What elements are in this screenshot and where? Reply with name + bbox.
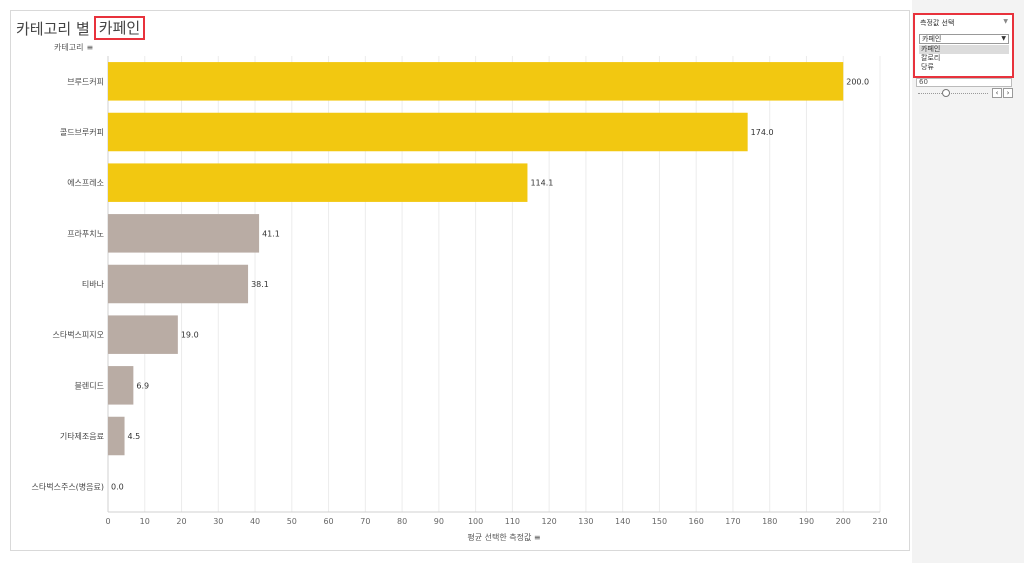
value-field-text: 60 — [919, 78, 928, 86]
x-tick-label: 210 — [872, 517, 887, 526]
category-label: 티바나 — [82, 279, 105, 289]
chevron-down-icon[interactable]: ▼ — [1001, 35, 1006, 42]
slider-thumb[interactable] — [942, 89, 950, 97]
bar — [108, 366, 134, 405]
measure-option[interactable]: 칼로리 — [921, 54, 941, 62]
title-prefix: 카테고리 별 — [16, 19, 90, 38]
data-label: 0.0 — [111, 483, 124, 492]
category-header[interactable]: 카테고리 ≡ — [54, 42, 93, 53]
category-label: 브루드커피 — [67, 77, 104, 86]
category-header-label: 카테고리 — [54, 43, 84, 52]
step-right-button[interactable]: › — [1003, 88, 1013, 98]
value-field[interactable]: 60 — [916, 78, 1012, 87]
data-label: 38.1 — [251, 280, 269, 289]
x-tick-label: 100 — [468, 517, 483, 526]
x-tick-label: 190 — [799, 517, 814, 526]
data-label: 6.9 — [136, 381, 149, 390]
slider-track[interactable] — [918, 93, 988, 94]
x-tick-label: 110 — [505, 517, 520, 526]
measure-select[interactable]: 카페인 ▼ — [919, 34, 1009, 44]
x-tick-label: 90 — [434, 517, 444, 526]
x-tick-label: 70 — [360, 517, 370, 526]
x-tick-label: 0 — [105, 517, 110, 526]
x-tick-label: 180 — [762, 517, 777, 526]
x-axis-title: 평균 선택한 측정값 ≡ — [467, 532, 540, 542]
data-label: 41.1 — [262, 229, 280, 238]
x-tick-label: 50 — [287, 517, 297, 526]
x-tick-label: 80 — [397, 517, 407, 526]
bar — [108, 214, 260, 253]
step-left-button[interactable]: ‹ — [992, 88, 1002, 98]
category-label: 스타벅스피지오 — [52, 330, 104, 340]
measure-options: 카페인 칼로리 당류 — [919, 45, 1009, 72]
x-tick-label: 20 — [176, 517, 186, 526]
x-tick-label: 10 — [140, 517, 150, 526]
bar-chart: 0 10 20 30 40 50 60 70 80 90 100 110 120 130 140 150 160… — [32, 56, 888, 542]
x-tick-label: 200 — [836, 517, 851, 526]
bar — [108, 315, 178, 354]
bar — [108, 62, 844, 101]
category-label: 콜드브루커피 — [60, 128, 104, 137]
bar — [108, 163, 528, 202]
x-tick-label: 170 — [725, 517, 740, 526]
chart-title: 카테고리 별 카페인 — [16, 16, 146, 40]
bar — [108, 264, 249, 304]
bar — [108, 112, 748, 152]
data-label: 174.0 — [751, 128, 774, 137]
category-label: 기타제조음료 — [60, 432, 104, 441]
x-tick-label: 130 — [578, 517, 593, 526]
secondary-control: 60 ‹ › — [916, 78, 1014, 104]
data-label: 19.0 — [181, 331, 199, 340]
measure-select-value: 카페인 — [922, 35, 942, 43]
x-tick-label: 40 — [250, 517, 260, 526]
category-label: 블렌디드 — [75, 380, 104, 390]
parameter-label: 측정값 선택 — [920, 19, 955, 27]
measure-option[interactable]: 당류 — [921, 63, 934, 71]
parameter-menu-icon[interactable]: ▼ — [1003, 18, 1008, 25]
x-tick-label: 150 — [652, 517, 667, 526]
category-label: 프라푸치노 — [67, 229, 104, 238]
parameter-control: 측정값 선택 ▼ 카페인 ▼ 카페인 칼로리 당류 — [913, 13, 1014, 78]
category-label: 스타벅스주스(병음료) — [32, 482, 104, 492]
data-label: 4.5 — [128, 432, 141, 441]
sort-icon[interactable]: ≡ — [86, 43, 94, 52]
x-tick-label: 160 — [689, 517, 704, 526]
x-tick-label: 140 — [615, 517, 630, 526]
measure-option[interactable]: 카페인 — [919, 45, 1009, 54]
category-label: 에스프레소 — [67, 179, 104, 188]
bar — [108, 416, 125, 456]
data-label: 200.0 — [846, 77, 869, 86]
x-tick-label: 60 — [323, 517, 333, 526]
x-tick-label: 120 — [542, 517, 557, 526]
data-label: 114.1 — [530, 179, 553, 188]
title-measure: 카페인 — [93, 16, 146, 40]
x-tick-label: 30 — [213, 517, 223, 526]
